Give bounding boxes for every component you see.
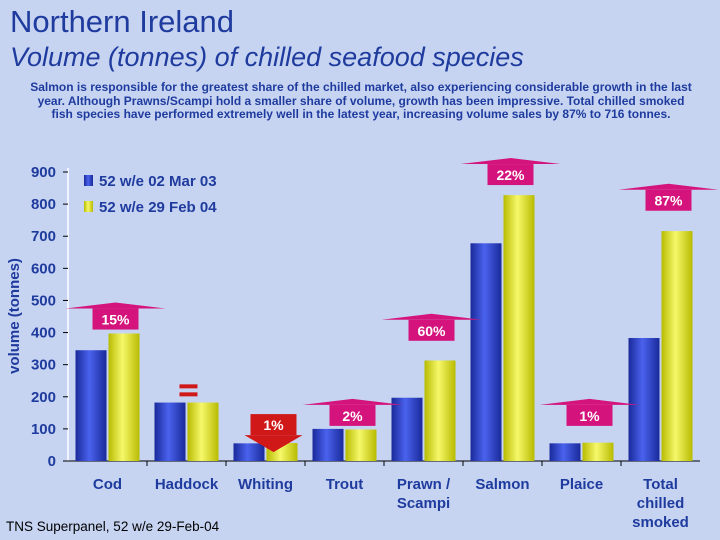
bar [470, 243, 502, 461]
x-tick-label: Prawn / Scampi [397, 476, 451, 512]
legend-label: 52 w/e 02 Mar 03 [99, 173, 217, 190]
growth-label: 1% [579, 408, 600, 424]
y-tick-label: 300 [31, 357, 56, 374]
bar [233, 443, 265, 461]
growth-down-arrow-head [244, 435, 303, 453]
growth-up-arrow-head [65, 302, 166, 309]
x-tick-label-line: Plaice [560, 476, 603, 493]
x-tick-label: Trout [326, 476, 364, 493]
x-tick-label-line: Cod [93, 476, 122, 493]
x-tick-label: Total chilled smoked [632, 476, 689, 531]
bar [661, 231, 693, 461]
bar [424, 360, 456, 461]
x-tick-label-line: Total [643, 476, 678, 493]
growth-label: 87% [654, 193, 683, 209]
x-tick-label: Salmon [475, 476, 529, 493]
bar [391, 397, 423, 461]
chart-description: Salmon is responsible for the greatest s… [30, 80, 692, 121]
x-tick-label-line: Haddock [155, 476, 219, 493]
bar [154, 402, 186, 461]
equal-sign-bar-bottom [179, 392, 198, 397]
legend-label: 52 w/e 29 Feb 04 [99, 199, 217, 216]
growth-up-arrow-body [487, 164, 534, 186]
y-tick-label: 600 [31, 260, 56, 277]
growth-label: 22% [496, 167, 525, 183]
growth-up-arrow-body [329, 404, 376, 426]
growth-up-arrow-body [645, 189, 692, 211]
x-tick-label-line: smoked [632, 514, 689, 531]
legend-swatch [84, 201, 93, 212]
x-tick-label: Plaice [560, 476, 603, 493]
y-tick-label: 200 [31, 389, 56, 406]
growth-down-arrow-body [250, 414, 297, 436]
growth-label: 15% [101, 312, 130, 328]
y-tick-label: 100 [31, 421, 56, 438]
equal-sign-bar-top [179, 384, 198, 389]
growth-label: 2% [342, 408, 363, 424]
y-tick-label: 400 [31, 325, 56, 342]
growth-up-arrow-body [92, 308, 139, 330]
bar [108, 333, 140, 461]
growth-up-arrow-body [566, 404, 613, 426]
x-tick-label-line: Trout [326, 476, 364, 493]
bar [503, 195, 535, 461]
x-tick-label: Whiting [238, 476, 293, 493]
y-tick-label: 500 [31, 292, 56, 309]
x-tick-label-line: Whiting [238, 476, 293, 493]
growth-up-arrow-head [618, 183, 719, 190]
growth-up-arrow-head [460, 158, 561, 165]
legend-swatch [84, 175, 93, 186]
bar [345, 429, 377, 461]
y-tick-label: 900 [31, 164, 56, 181]
growth-label: 1% [263, 417, 284, 433]
growth-up-arrow-head [302, 398, 403, 405]
bar [187, 402, 219, 461]
bar [582, 442, 614, 461]
x-tick-label-line: chilled [637, 495, 685, 512]
y-tick-label: 700 [31, 228, 56, 245]
x-tick-label: Cod [93, 476, 122, 493]
y-tick-label: 0 [48, 453, 56, 470]
y-axis-label: volume (tonnes) [6, 258, 23, 374]
y-tick-label: 800 [31, 196, 56, 213]
x-tick-label-line: Prawn / [397, 476, 451, 493]
chart-subtitle: Volume (tonnes) of chilled seafood speci… [10, 42, 524, 72]
growth-up-arrow-head [381, 313, 482, 320]
bar [75, 350, 107, 461]
bar [312, 428, 344, 461]
x-tick-label-line: Salmon [475, 476, 529, 493]
growth-up-arrow-body [408, 319, 455, 341]
source-note: TNS Superpanel, 52 w/e 29-Feb-04 [6, 519, 220, 534]
chart-title: Northern Ireland [10, 4, 235, 39]
growth-label: 60% [417, 323, 446, 339]
bar [628, 338, 660, 461]
x-tick-label-line: Scampi [397, 495, 450, 512]
growth-up-arrow-head [539, 398, 640, 405]
bar [549, 443, 581, 461]
x-tick-label: Haddock [155, 476, 219, 493]
